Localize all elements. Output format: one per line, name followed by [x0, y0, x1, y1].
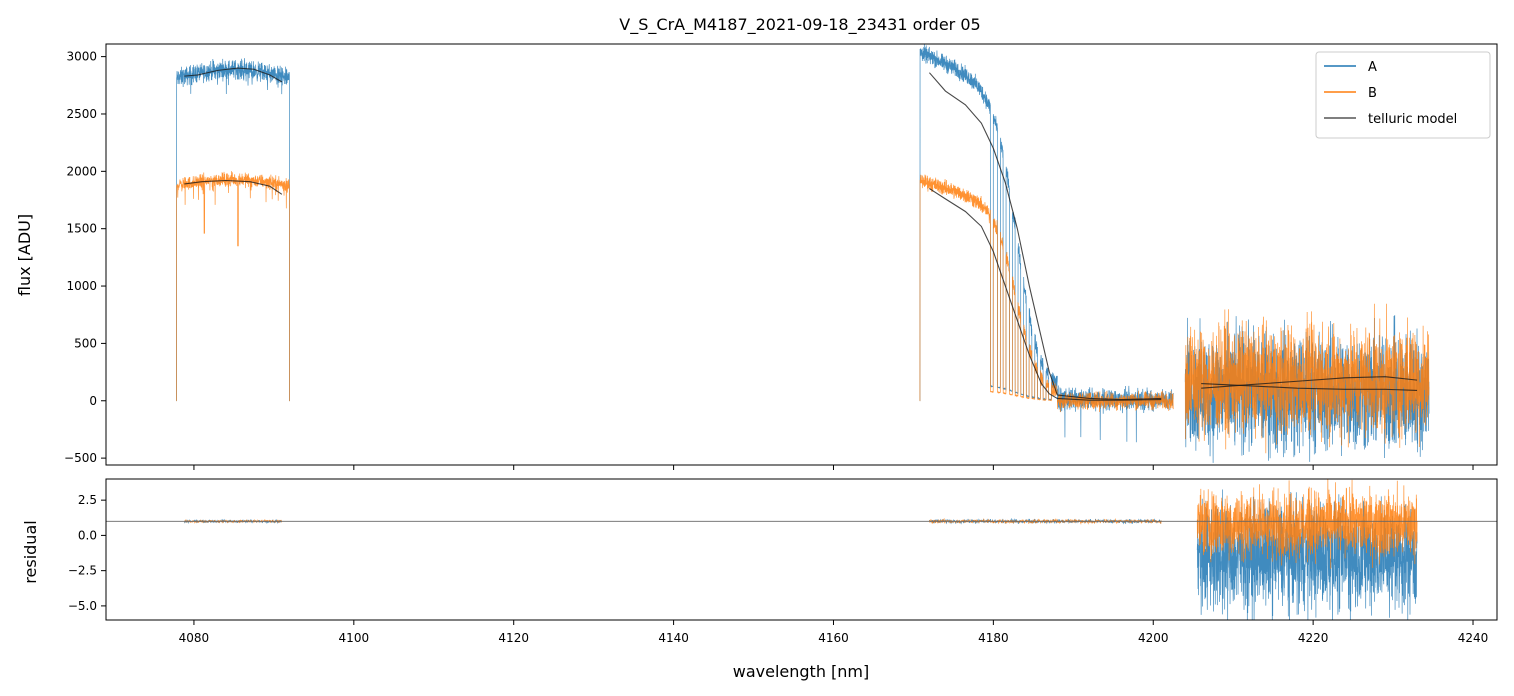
top-y-tick-label: 2000	[66, 164, 97, 178]
bottom-x-tick-label: 4180	[978, 631, 1009, 645]
top-y-axis-label: flux [ADU]	[15, 214, 34, 296]
chart-title: V_S_CrA_M4187_2021-09-18_23431 order 05	[619, 15, 980, 35]
top-y-tick-label: 0	[89, 394, 97, 408]
bottom-x-tick-label: 4200	[1138, 631, 1169, 645]
series-b-seg4	[1184, 303, 1430, 454]
top-x-axis	[193, 465, 1474, 470]
series-a-seg1	[176, 58, 290, 402]
bottom-axes-frame	[105, 478, 1498, 621]
x-axis-label: wavelength [nm]	[733, 662, 870, 681]
legend-label-b: B	[1368, 86, 1377, 101]
bottom-x-tick-label: 4120	[498, 631, 529, 645]
legend-label-model: telluric model	[1368, 112, 1457, 127]
top-y-tick-label: 2500	[66, 107, 97, 121]
series-a-seg2	[919, 44, 1058, 402]
legend-label-a: A	[1368, 60, 1377, 75]
bottom-x-tick-label: 4140	[658, 631, 689, 645]
bottom-y-tick-label: 2.5	[78, 493, 97, 507]
bottom-y-axis-label: residual	[21, 520, 40, 583]
telluric-model-line	[1201, 376, 1418, 389]
top-y-tick-label: 500	[74, 336, 97, 350]
bottom-x-tick-label: 4240	[1458, 631, 1489, 645]
top-plot-area	[176, 44, 1430, 463]
residual-b-seg3	[1196, 479, 1418, 569]
top-y-tick-label: 1000	[66, 279, 97, 293]
top-axes-frame	[105, 43, 1498, 466]
legend: A B telluric model	[1315, 51, 1491, 139]
bottom-y-tick-label: −5.0	[68, 599, 97, 613]
top-y-tick-label: −500	[64, 451, 97, 465]
series-b-seg3	[1056, 390, 1174, 413]
top-y-axis: −500 0 500 1000 1500 2000 2500 3000	[64, 50, 106, 465]
residual-a-seg3	[1196, 489, 1418, 620]
bottom-x-tick-label: 4080	[179, 631, 210, 645]
series-b-seg2	[919, 174, 1058, 402]
bottom-x-tick-label: 4160	[818, 631, 849, 645]
series-b-seg1	[176, 171, 290, 402]
legend-box	[1315, 51, 1491, 139]
bottom-plot-area	[106, 479, 1497, 620]
bottom-y-axis: −5.0 −2.5 0.0 2.5	[68, 493, 106, 613]
bottom-y-tick-label: 0.0	[78, 528, 97, 542]
top-y-tick-label: 3000	[66, 50, 97, 64]
top-y-tick-label: 1500	[66, 222, 97, 236]
telluric-model-line	[184, 179, 283, 195]
telluric-model-line	[929, 188, 1162, 401]
bottom-y-tick-label: −2.5	[68, 564, 97, 578]
bottom-x-tick-label: 4100	[339, 631, 370, 645]
telluric-model-line	[184, 67, 283, 83]
bottom-x-axis: 4080 4100 4120 4140 4160 4180 4200 4220 4240	[179, 620, 1489, 645]
telluric-model-line	[928, 72, 1162, 401]
bottom-x-tick-label: 4220	[1298, 631, 1329, 645]
